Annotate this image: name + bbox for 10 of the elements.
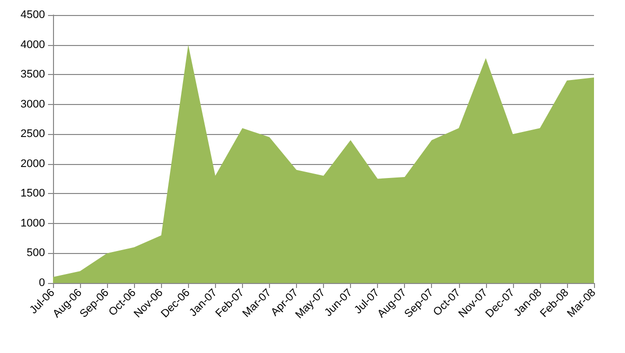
y-tick-label: 500: [26, 247, 45, 260]
y-tick-label: 3000: [20, 98, 45, 110]
y-tick-label: 2500: [20, 128, 45, 140]
y-tick-label: 1500: [20, 188, 45, 200]
y-tick-label: 1000: [20, 217, 45, 230]
y-tick-label: 3500: [20, 68, 45, 81]
y-tick-label: 4500: [20, 9, 45, 21]
y-tick-label: 2000: [20, 158, 45, 170]
y-tick-label: 4000: [20, 38, 45, 51]
y-tick-label: 0: [38, 277, 45, 289]
